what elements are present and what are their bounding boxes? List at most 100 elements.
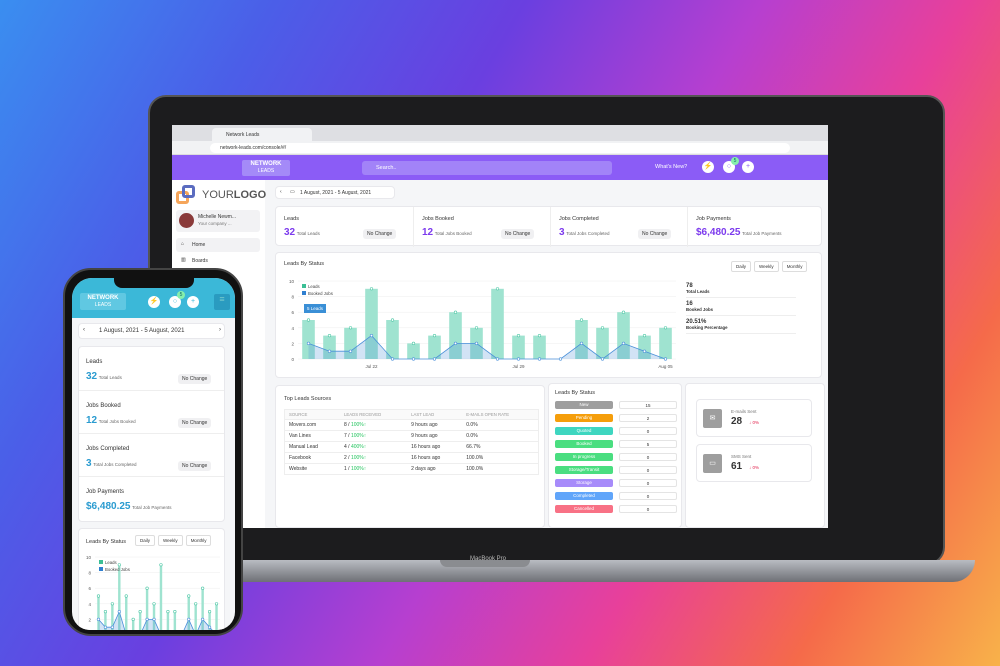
date-range-picker[interactable]: ‹ 1 August, 2021 - 5 August, 2021 › [78, 323, 225, 339]
leads-point [145, 586, 149, 590]
kpi-title: Leads [86, 359, 103, 365]
leads-bar [145, 588, 149, 630]
plus-icon[interactable]: + [187, 296, 199, 308]
status-label[interactable]: Booked [555, 440, 613, 448]
leads-point [201, 586, 205, 590]
legend-swatch [99, 560, 103, 564]
kpi-change-badge: No Change [363, 229, 397, 239]
table-row: Facebook 2 / 100%↑ 16 hours ago 100.0% [284, 452, 539, 464]
monthly-button[interactable]: Monthly [185, 535, 212, 546]
weekly-button[interactable]: Weekly [158, 535, 183, 546]
sidebar-item-boards[interactable]: ▥ Boards [176, 254, 260, 268]
whats-new-link[interactable]: What's New? [655, 164, 688, 170]
booked-point [117, 609, 121, 614]
status-label[interactable]: New [555, 401, 613, 409]
status-label[interactable]: In progress [555, 453, 613, 461]
app-header: NETWORK LEADS Search.. What's New? ⚡ ○ 5 … [172, 155, 828, 180]
date-range-picker[interactable]: ‹ ▭ 1 August, 2021 - 5 August, 2021 [275, 186, 395, 199]
open-rate-cell: 100.0% [462, 452, 539, 464]
device-label: MacBook Pro [470, 556, 507, 562]
booked-point [96, 617, 101, 621]
daily-button[interactable]: Daily [135, 535, 156, 546]
top-leads-sources-card: Top Leads Sources SOURCE LEADS RECEIVED LA… [275, 385, 545, 528]
booked-point [187, 617, 191, 621]
leads-bar [596, 327, 609, 359]
leads-point [173, 609, 177, 614]
plus-icon[interactable]: + [742, 161, 754, 173]
network-leads-logo: NETWORK LEADS [80, 293, 126, 310]
status-label[interactable]: Quoted [555, 427, 613, 435]
menu-icon[interactable]: ≡ [214, 294, 230, 310]
calendar-icon: ▭ [290, 189, 295, 195]
leads-bar [125, 596, 128, 630]
leads-point [103, 609, 108, 614]
stat-label: Total Leads [686, 289, 796, 298]
leads-point [327, 333, 332, 338]
leads-bar [194, 603, 197, 630]
logo-line1: NETWORK [87, 295, 119, 301]
kpi-1: Jobs Booked 12 Total Jobs Booked No Chan… [413, 207, 550, 247]
message-value: 61 [731, 461, 743, 472]
kpi-1: Jobs Booked 12 Total Jobs Booked No Chan… [79, 390, 224, 433]
table-row: Movers.com 8 / 100%↑ 9 hours ago 0.0% [284, 419, 539, 431]
status-count: 0 [619, 453, 677, 461]
booked-point [327, 349, 332, 353]
browser-tab[interactable]: Network Leads [212, 128, 312, 141]
status-row: Cancelled 0 [555, 505, 677, 513]
y-tick-label: 0 [291, 357, 294, 362]
user-switcher[interactable]: Michelle Newm... Your company ... [176, 210, 260, 232]
leads-point [152, 602, 156, 606]
kpi-value-row: $6,480.25 Total Job Payments [696, 227, 781, 238]
prev-arrow-icon[interactable]: ‹ [83, 327, 85, 333]
bolt-icon[interactable]: ⚡ [702, 161, 714, 173]
kpi-sub: Total Job Payments [132, 505, 172, 510]
weekly-button[interactable]: Weekly [754, 261, 779, 272]
prev-arrow-icon[interactable]: ‹ [280, 189, 282, 195]
status-count: 0 [619, 466, 677, 474]
date-range-text: 1 August, 2021 - 5 August, 2021 [99, 328, 185, 334]
sidebar-item-home[interactable]: ⌂ Home [176, 238, 260, 252]
x-tick-label: Jul 22 [365, 364, 378, 369]
monthly-button[interactable]: Monthly [781, 261, 808, 272]
stat-value: 78 [686, 283, 693, 289]
leads-bar [659, 327, 672, 359]
status-label[interactable]: Cancelled [555, 505, 613, 513]
kpi-value-row: 32 Total Leads [284, 227, 320, 238]
kpi-value: 32 [86, 371, 98, 382]
leads-point [432, 333, 437, 338]
kpi-title: Jobs Booked [86, 403, 121, 409]
y-tick-label: 6 [88, 586, 91, 591]
leads-point [110, 602, 114, 606]
legend-label: Booked Jobs [308, 291, 333, 296]
daily-button[interactable]: Daily [731, 261, 752, 272]
leads-bar [512, 335, 525, 359]
phone-screen: NETWORK LEADS ⚡ ○ 5 + ≡ ‹ 1 August, 2021 … [72, 278, 235, 630]
leads-bar [449, 312, 462, 359]
kpi-value-row: 12 Total Jobs Booked [86, 415, 136, 426]
open-rate-cell: 66.7% [462, 441, 539, 453]
status-label[interactable]: Completed [555, 492, 613, 500]
status-label[interactable]: Pending [555, 414, 613, 422]
search-input[interactable]: Search.. [362, 161, 612, 175]
kpi-title: Job Payments [86, 489, 125, 495]
leads-point [96, 594, 101, 598]
column-header: LAST LEAD [407, 409, 463, 420]
kpi-value: 3 [559, 227, 565, 238]
next-arrow-icon[interactable]: › [219, 327, 221, 333]
status-label[interactable]: Storage/Transit [555, 466, 613, 474]
stat-label: Booked Jobs [686, 307, 796, 316]
bell-icon[interactable]: ○ [169, 296, 181, 308]
status-label[interactable]: Storage [555, 479, 613, 487]
open-rate-cell: 0.0% [462, 430, 539, 442]
column-header: SOURCE [284, 409, 340, 420]
bolt-icon[interactable]: ⚡ [148, 296, 160, 308]
booked-point [453, 341, 458, 345]
kpi-2: Jobs Completed 3 Total Jobs Completed No… [79, 433, 224, 476]
laptop-screen: Network Leads network-leads.com/console/… [172, 125, 828, 528]
kpi-sub: Total Jobs Booked [98, 419, 136, 424]
message-stat-card: ▭ SMS Sent 61 ↓ 0% [696, 444, 812, 482]
url-field[interactable]: network-leads.com/console/#/ [210, 143, 790, 153]
leads-point [390, 318, 395, 322]
kpi-0: Leads 32 Total Leads No Change [79, 347, 224, 390]
leads-bar [215, 603, 218, 630]
